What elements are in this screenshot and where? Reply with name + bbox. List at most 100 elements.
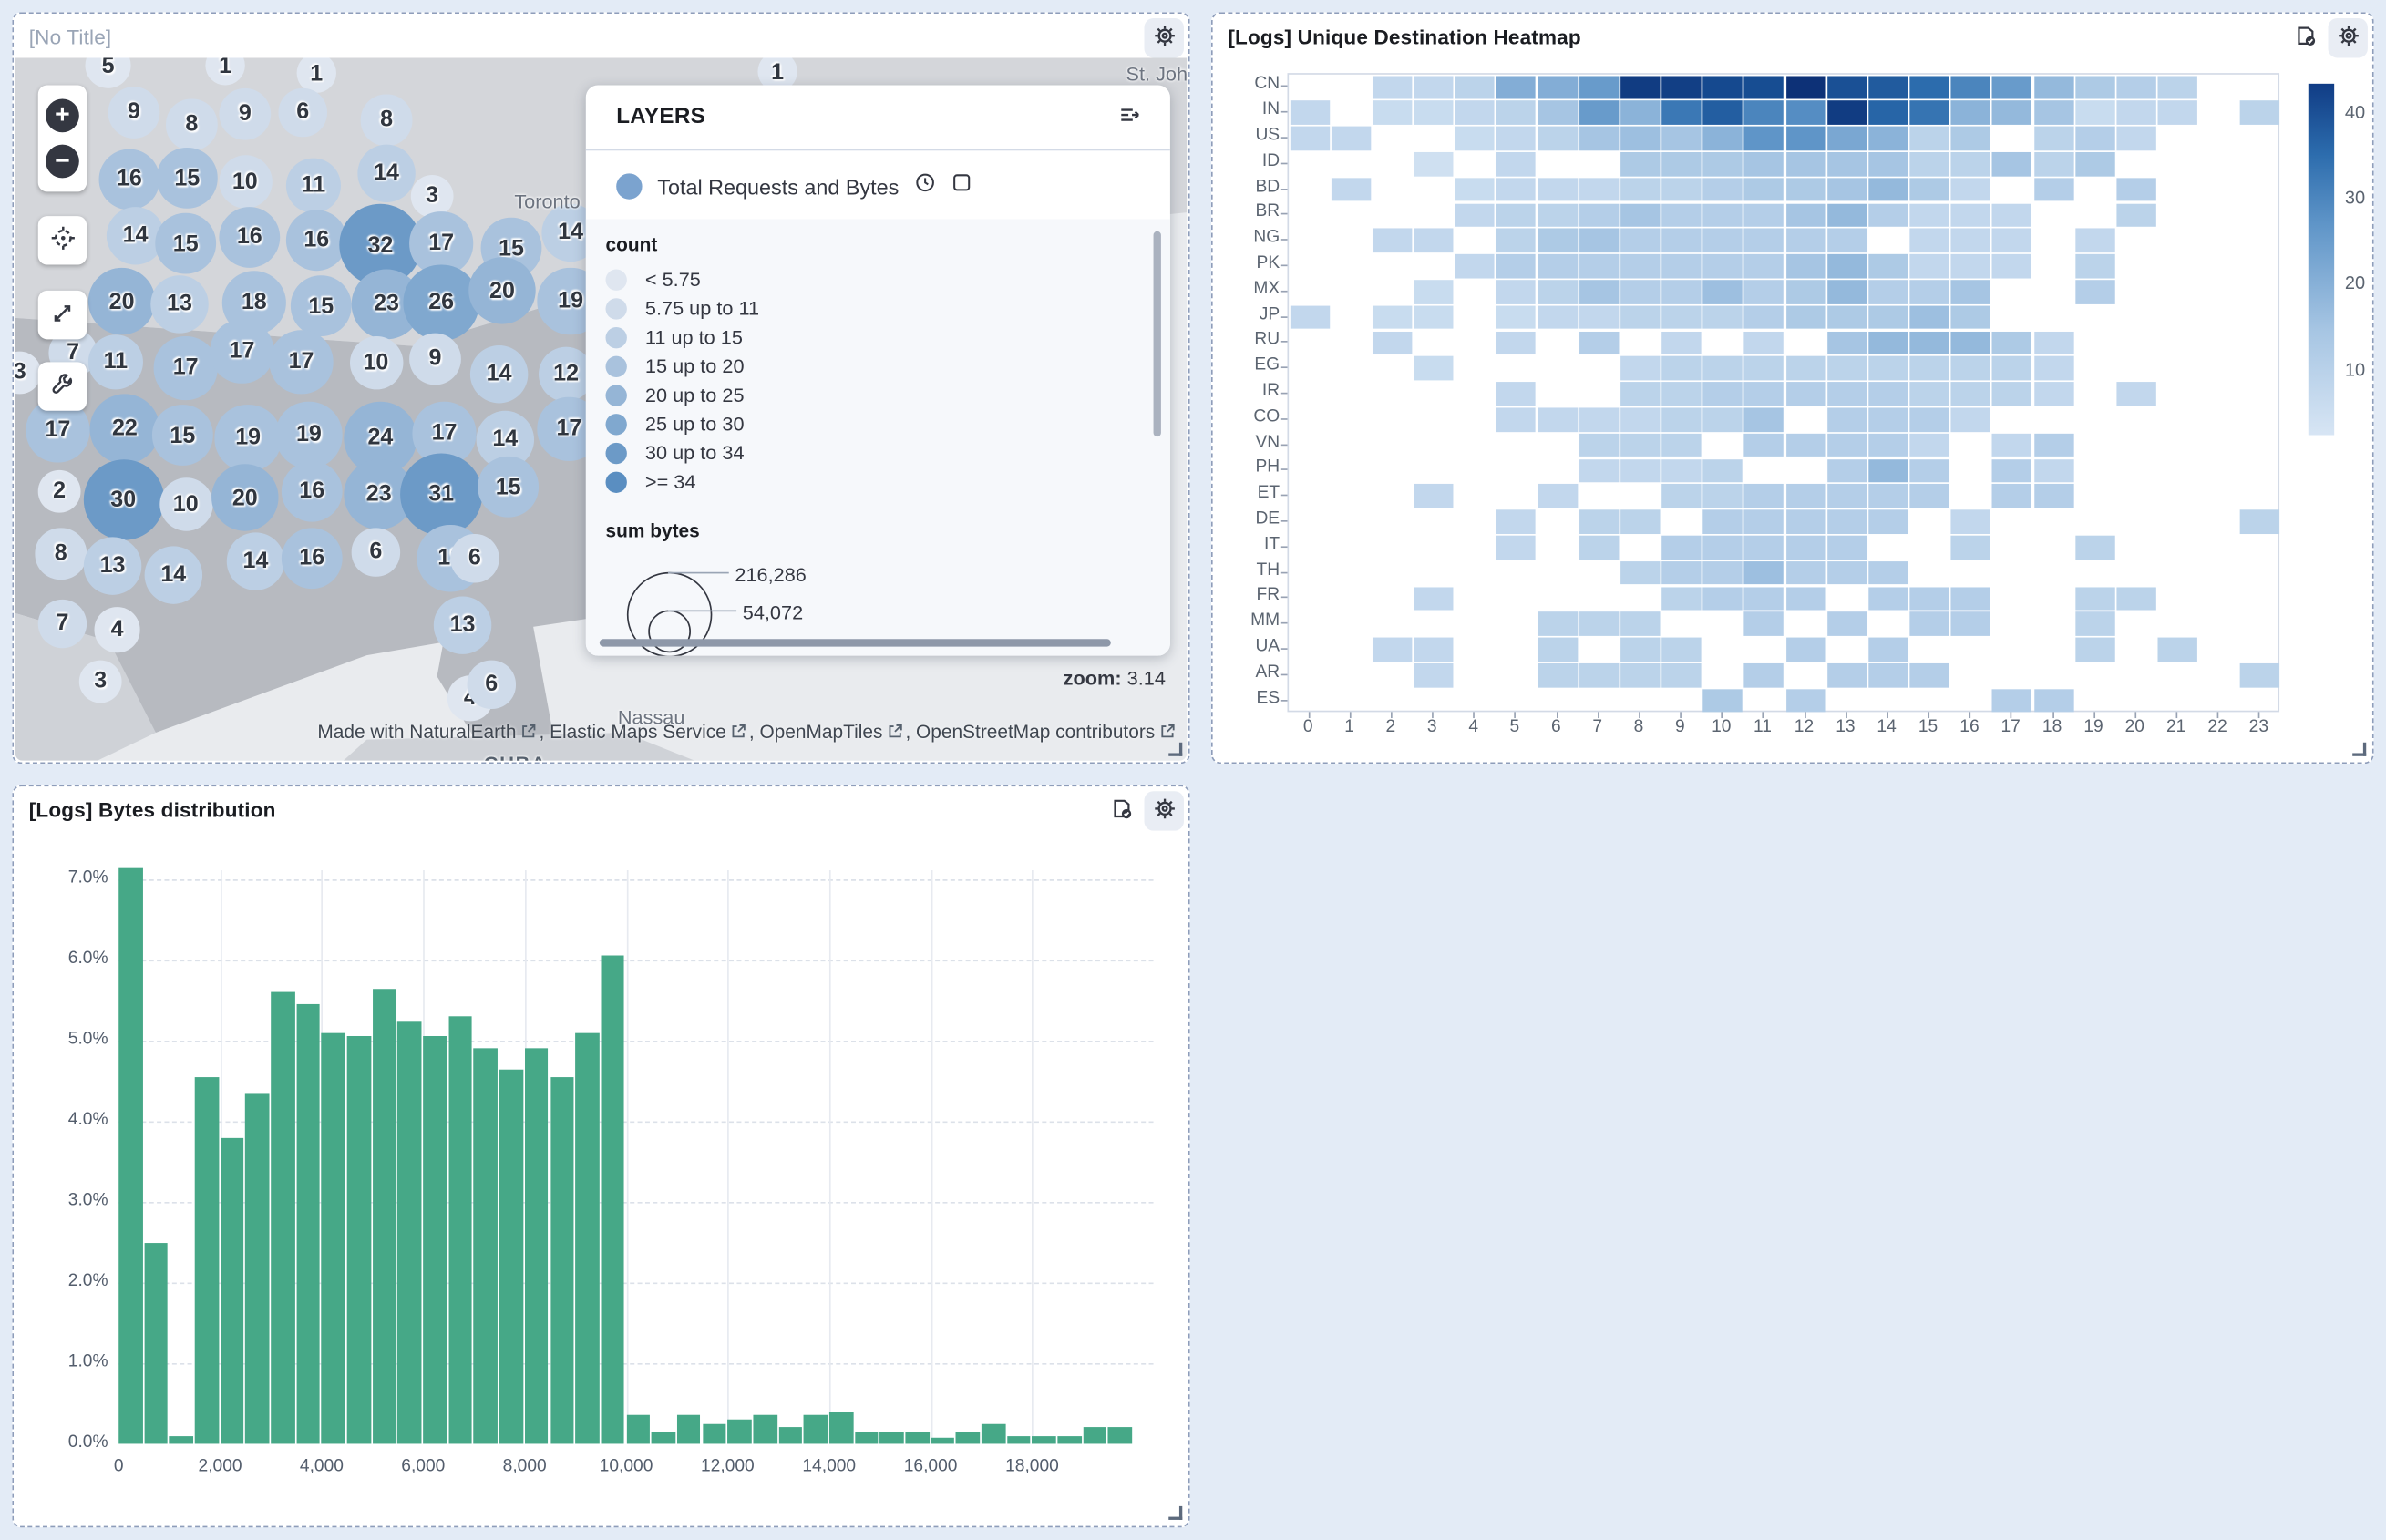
- heatmap-cell[interactable]: [1579, 100, 1620, 126]
- heatmap-cell[interactable]: [1620, 228, 1661, 253]
- heatmap-cell[interactable]: [1702, 407, 1743, 432]
- heatmap-cell[interactable]: [1785, 177, 1825, 202]
- heatmap-cell[interactable]: [1785, 688, 1825, 714]
- heatmap-cell[interactable]: [1702, 509, 1743, 534]
- heatmap-cell[interactable]: [1538, 100, 1578, 126]
- heatmap-cell[interactable]: [1867, 126, 1908, 151]
- heatmap-cell[interactable]: [2116, 202, 2156, 228]
- heatmap-cell[interactable]: [1579, 611, 1620, 637]
- histogram-bar[interactable]: [879, 1432, 904, 1444]
- histogram-bar[interactable]: [144, 1242, 169, 1444]
- heatmap-cell[interactable]: [1455, 75, 1496, 100]
- map-cluster[interactable]: 14: [226, 531, 285, 591]
- heatmap-cell[interactable]: [1867, 177, 1908, 202]
- heatmap-cell[interactable]: [1743, 433, 1784, 457]
- map-cluster[interactable]: 13: [84, 537, 141, 595]
- heatmap-cell[interactable]: [1702, 305, 1743, 330]
- heatmap-cell[interactable]: [1661, 356, 1702, 381]
- heatmap-cell[interactable]: [1867, 100, 1908, 126]
- map-cluster[interactable]: 6: [279, 88, 327, 137]
- map-cluster[interactable]: 17: [409, 211, 473, 275]
- heatmap-cell[interactable]: [1496, 407, 1537, 432]
- histogram-bar[interactable]: [346, 1036, 372, 1444]
- heatmap-cell[interactable]: [1414, 662, 1454, 688]
- heatmap-cell[interactable]: [1992, 253, 2032, 279]
- heatmap-cell[interactable]: [1579, 458, 1620, 483]
- histogram-bar[interactable]: [702, 1423, 726, 1444]
- heatmap-cell[interactable]: [1372, 100, 1413, 126]
- heatmap-cell[interactable]: [1620, 433, 1661, 457]
- heatmap-cell[interactable]: [1414, 75, 1454, 100]
- heatmap-cell[interactable]: [1826, 280, 1867, 304]
- heatmap-cell[interactable]: [1455, 253, 1496, 279]
- layers-legend-scroll[interactable]: count < 5.75 5.75 up to 11 11 up to 15 15 u…: [585, 219, 1170, 656]
- heatmap-cell[interactable]: [1743, 202, 1784, 228]
- map-cluster[interactable]: 15: [478, 457, 539, 518]
- heatmap-cell[interactable]: [1867, 151, 1908, 177]
- heatmap-cell[interactable]: [1620, 100, 1661, 126]
- heatmap-cell[interactable]: [1620, 407, 1661, 432]
- map-cluster[interactable]: 12: [538, 345, 594, 403]
- heatmap-cell[interactable]: [1620, 280, 1661, 304]
- heatmap-cell[interactable]: [1826, 331, 1867, 355]
- map-cluster[interactable]: 9: [108, 87, 160, 139]
- map-zoom-in-button[interactable]: +: [46, 98, 79, 132]
- heatmap-cell[interactable]: [1579, 662, 1620, 688]
- map-cluster[interactable]: 6: [450, 534, 499, 582]
- heatmap-cell[interactable]: [1785, 484, 1825, 508]
- heatmap-cell[interactable]: [1826, 126, 1867, 151]
- heatmap-cell[interactable]: [1414, 356, 1454, 381]
- map-zoom-out-button[interactable]: −: [46, 145, 79, 179]
- heatmap-cell[interactable]: [1579, 509, 1620, 534]
- heatmap-cell[interactable]: [1992, 484, 2032, 508]
- layers-collapse-button[interactable]: [1109, 98, 1148, 137]
- heatmap-cell[interactable]: [2074, 611, 2115, 637]
- heatmap-cell[interactable]: [1950, 228, 1991, 253]
- layer-row-total-requests[interactable]: Total Requests and Bytes: [586, 150, 1170, 219]
- map-cluster[interactable]: 26: [403, 265, 479, 341]
- heatmap-cell[interactable]: [1496, 100, 1537, 126]
- heatmap-cell[interactable]: [1702, 100, 1743, 126]
- heatmap-cell[interactable]: [1702, 560, 1743, 585]
- heatmap-cell[interactable]: [1743, 305, 1784, 330]
- heatmap-cell[interactable]: [2074, 535, 2115, 560]
- heatmap-cell[interactable]: [1826, 356, 1867, 381]
- heatmap-cell[interactable]: [1620, 253, 1661, 279]
- heatmap-cell[interactable]: [2033, 177, 2074, 202]
- histogram-bar[interactable]: [854, 1432, 879, 1444]
- heatmap-cell[interactable]: [1867, 331, 1908, 355]
- histogram-bar[interactable]: [220, 1137, 244, 1444]
- heatmap-cell[interactable]: [1743, 382, 1784, 406]
- map-cluster[interactable]: 16: [281, 528, 343, 590]
- map-cluster[interactable]: 15: [155, 213, 216, 274]
- heatmap-cell[interactable]: [1785, 509, 1825, 534]
- heatmap-cell[interactable]: [1743, 407, 1784, 432]
- heatmap-cell[interactable]: [2074, 586, 2115, 611]
- heatmap-cell[interactable]: [1867, 458, 1908, 483]
- map-cluster[interactable]: 17: [270, 330, 334, 394]
- histogram-bar[interactable]: [423, 1036, 447, 1444]
- map-cluster[interactable]: 16: [285, 210, 347, 272]
- heatmap-cell[interactable]: [1867, 586, 1908, 611]
- heatmap-cell[interactable]: [2074, 253, 2115, 279]
- heatmap-cell[interactable]: [1620, 305, 1661, 330]
- heatmap-cell[interactable]: [1579, 280, 1620, 304]
- heatmap-cell[interactable]: [1950, 253, 1991, 279]
- heatmap-cell[interactable]: [1579, 535, 1620, 560]
- attribution-link[interactable]: OpenStreetMap contributors: [916, 721, 1156, 743]
- heatmap-cell[interactable]: [1579, 433, 1620, 457]
- heatmap-cell[interactable]: [1661, 100, 1702, 126]
- heatmap-cell[interactable]: [2157, 637, 2198, 662]
- histogram-bar[interactable]: [575, 1032, 600, 1444]
- heatmap-cell[interactable]: [1743, 509, 1784, 534]
- heatmap-cell[interactable]: [1826, 75, 1867, 100]
- heatmap-cell[interactable]: [1950, 611, 1991, 637]
- histogram-bar[interactable]: [626, 1415, 651, 1444]
- heatmap-cell[interactable]: [1661, 75, 1702, 100]
- histogram-bar[interactable]: [1057, 1435, 1082, 1444]
- heatmap-cell[interactable]: [1496, 509, 1537, 534]
- heatmap-cell[interactable]: [1702, 126, 1743, 151]
- map-panel-title[interactable]: [No Title]: [28, 25, 112, 48]
- map-cluster[interactable]: 9: [219, 87, 272, 140]
- heatmap-cell[interactable]: [1702, 458, 1743, 483]
